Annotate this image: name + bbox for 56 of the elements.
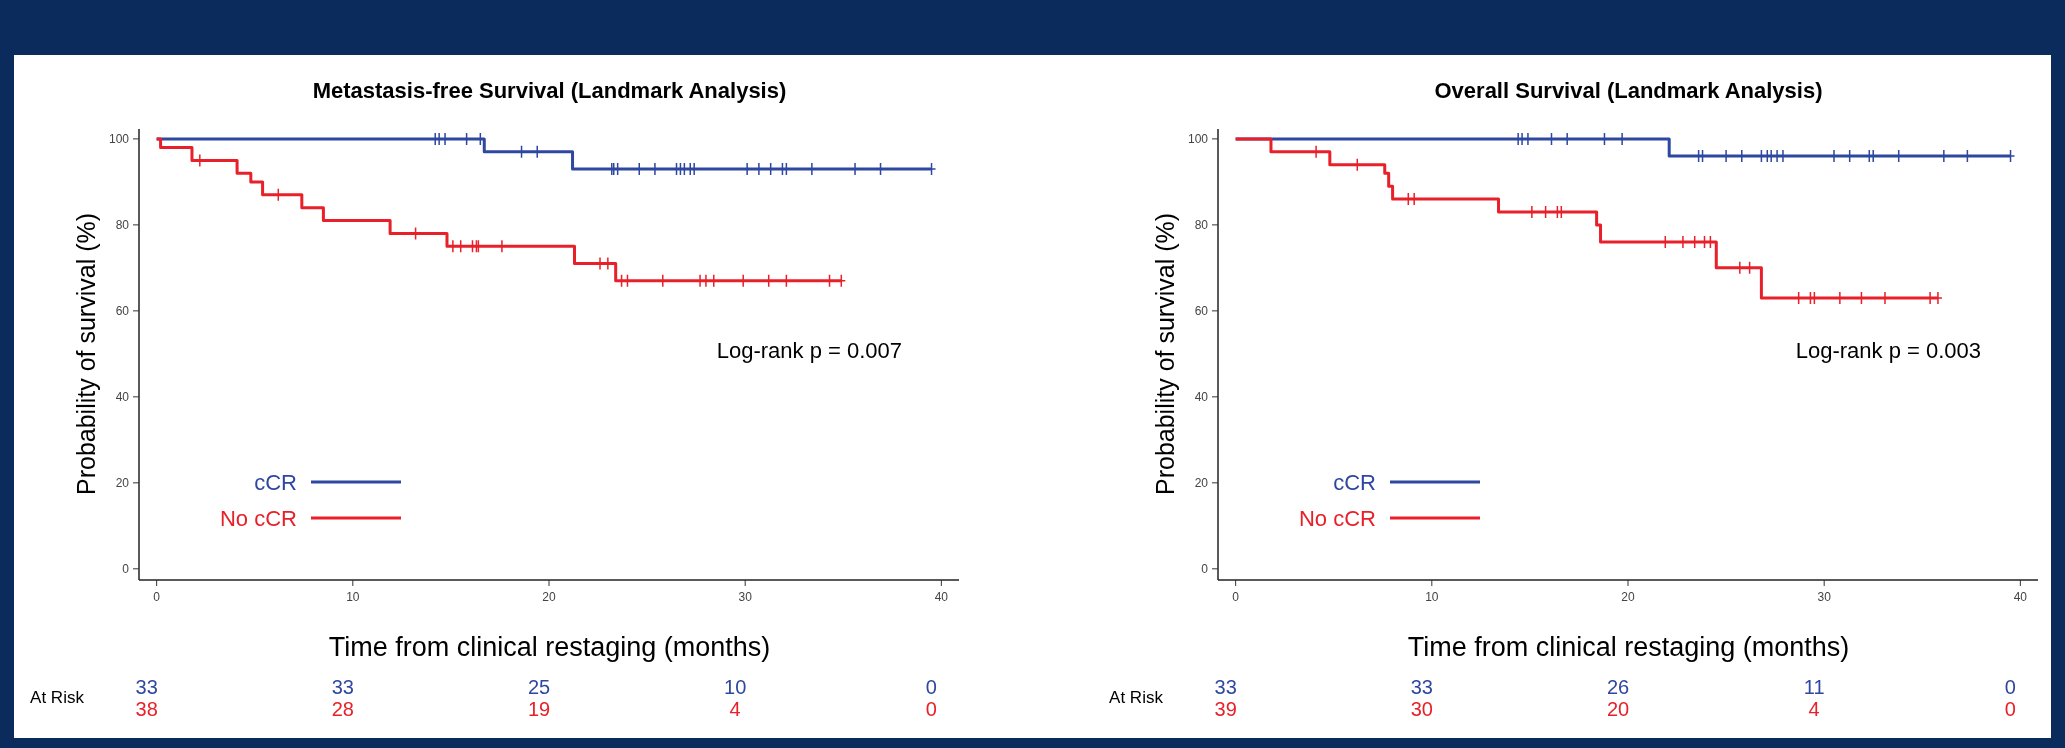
text: 33 xyxy=(135,676,158,698)
text: 0 xyxy=(2004,676,2016,698)
text: 0 xyxy=(925,676,937,698)
text: 33 xyxy=(1410,676,1433,698)
y-tick-label: 100 xyxy=(108,132,130,147)
y-axis-title: Probability of survival (%) xyxy=(1151,212,1179,496)
y-tick-label: 60 xyxy=(1194,304,1209,319)
y-tick-label: 0 xyxy=(1201,562,1209,577)
y-tick-label: 20 xyxy=(1194,476,1209,491)
text: 10 xyxy=(724,676,747,698)
annotation: Log-rank p = 0.007 xyxy=(716,338,902,363)
text: 33 xyxy=(1214,676,1237,698)
chart-title: Overall Survival (Landmark Analysis) xyxy=(1434,78,1823,103)
text: 0 xyxy=(2004,698,2016,720)
text: 39 xyxy=(1214,698,1237,720)
y-tick-label: 40 xyxy=(1194,390,1209,405)
text: 19 xyxy=(527,698,551,720)
text: 30 xyxy=(1410,698,1433,720)
x-tick-label: 0 xyxy=(1232,590,1240,604)
text: 26 xyxy=(1606,676,1630,698)
x-tick-label: 40 xyxy=(934,590,949,604)
x-tick-label: 10 xyxy=(1425,590,1439,604)
x-tick-label: 20 xyxy=(1621,590,1635,604)
x-tick-label: 0 xyxy=(153,590,161,604)
text: At Risk xyxy=(1109,688,1164,707)
text: 4 xyxy=(1808,698,1820,720)
x-axis-title: Time from clinical restaging (months) xyxy=(1407,632,1850,662)
text: 0 xyxy=(925,698,937,720)
y-tick-label: 20 xyxy=(115,476,130,491)
y-tick-label: 80 xyxy=(1194,218,1209,233)
y-tick-label: 0 xyxy=(122,562,130,577)
text: 11 xyxy=(1803,676,1825,698)
legend-label: cCR xyxy=(1333,469,1376,495)
legend-label: cCR xyxy=(254,469,297,495)
text: 4 xyxy=(729,698,741,720)
annotation: Log-rank p = 0.003 xyxy=(1795,338,1981,363)
legend-label: No cCR xyxy=(1298,505,1376,531)
y-tick-label: 80 xyxy=(115,218,130,233)
y-tick-label: 60 xyxy=(115,304,130,319)
text: 38 xyxy=(135,698,158,720)
x-tick-label: 10 xyxy=(346,590,360,604)
x-tick-label: 30 xyxy=(738,590,753,604)
text: 25 xyxy=(527,676,551,698)
text: 28 xyxy=(331,698,354,720)
chart-title: Metastasis-free Survival (Landmark Analysis) xyxy=(312,78,787,103)
text: 20 xyxy=(1606,698,1630,720)
text: 33 xyxy=(331,676,354,698)
y-tick-label: 100 xyxy=(1187,132,1209,147)
x-tick-label: 30 xyxy=(1817,590,1832,604)
x-tick-label: 40 xyxy=(2013,590,2028,604)
y-axis-title: Probability of survival (%) xyxy=(72,212,100,496)
x-axis-title: Time from clinical restaging (months) xyxy=(328,632,771,662)
x-tick-label: 20 xyxy=(542,590,556,604)
legend-label: No cCR xyxy=(219,505,297,531)
y-tick-label: 40 xyxy=(115,390,130,405)
text: At Risk xyxy=(30,688,85,707)
